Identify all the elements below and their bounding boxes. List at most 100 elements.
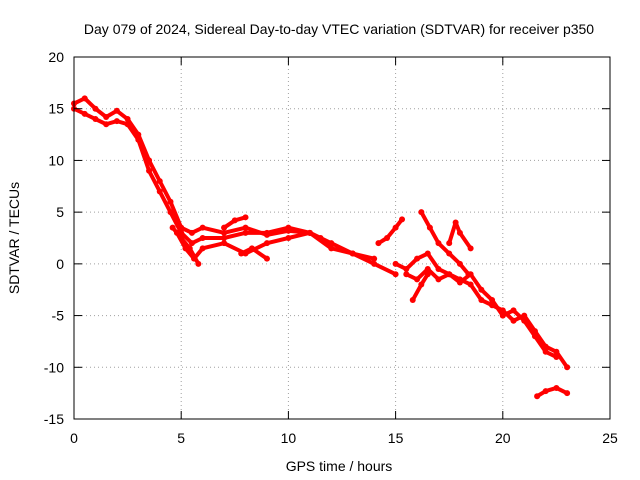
data-point (285, 224, 292, 231)
data-point (435, 240, 442, 247)
data-point (124, 121, 131, 128)
data-point (167, 198, 174, 205)
x-tick-label: 20 (495, 430, 511, 446)
y-tick-label: 10 (48, 152, 64, 168)
data-point (195, 260, 202, 267)
data-point (418, 209, 425, 216)
data-point (435, 266, 442, 273)
data-point (446, 250, 453, 257)
data-point (564, 390, 571, 397)
data-point (328, 240, 335, 247)
data-point (564, 364, 571, 371)
data-point (409, 297, 416, 304)
data-point (135, 136, 142, 143)
x-tick-labels: 0 5 10 15 20 25 (70, 430, 618, 446)
data-point (263, 240, 270, 247)
data-point (113, 107, 120, 114)
data-point (478, 286, 485, 293)
data-point (285, 235, 292, 241)
data-point (553, 353, 560, 360)
data-point (92, 116, 99, 123)
data-point (248, 245, 255, 252)
plot-frame (73, 56, 611, 420)
series-trace-j (447, 220, 473, 251)
data-point (199, 224, 206, 231)
data-point (456, 229, 463, 236)
data-point (188, 240, 195, 247)
data-point (414, 276, 421, 283)
x-tick-label: 10 (281, 430, 297, 446)
data-point (435, 276, 442, 283)
data-point (510, 307, 517, 314)
data-point (167, 209, 174, 216)
data-point (452, 219, 459, 226)
data-point (467, 281, 474, 288)
data-point (242, 224, 249, 231)
data-point (178, 235, 185, 241)
data-point (499, 312, 506, 319)
data-point (465, 271, 472, 278)
y-tick-label: 5 (56, 204, 64, 220)
data-point (328, 245, 335, 252)
data-point (221, 229, 228, 236)
data-point (467, 245, 474, 252)
data-point (542, 348, 549, 355)
data-point (531, 333, 538, 340)
data-point (371, 260, 378, 267)
data-point (81, 95, 88, 102)
data-point (456, 260, 463, 267)
data-point (424, 271, 431, 278)
data-point (418, 281, 425, 288)
data-point (424, 266, 431, 273)
data-point (221, 235, 228, 241)
data-point (263, 255, 270, 262)
data-point (521, 317, 528, 324)
data-point (349, 250, 356, 257)
data-point (371, 255, 378, 262)
x-tick-label: 5 (177, 430, 185, 446)
series-trace-g (393, 251, 570, 370)
data-point (221, 240, 228, 247)
data-point (146, 167, 153, 174)
y-axis-label: SDTVAR / TECUs (6, 182, 22, 294)
y-tick-label: -10 (44, 359, 64, 375)
y-tick-label: -15 (44, 411, 64, 427)
data-point (446, 271, 453, 278)
series-group (71, 95, 571, 400)
chart-title: Day 079 of 2024, Sidereal Day-to-day VTE… (84, 21, 594, 37)
data-point (414, 255, 421, 262)
data-point (199, 235, 206, 241)
data-point (103, 121, 110, 128)
data-point (113, 118, 120, 125)
x-axis-label: GPS time / hours (286, 458, 393, 474)
data-point (384, 235, 391, 241)
data-point (478, 297, 485, 304)
data-point (169, 224, 176, 231)
data-point (403, 266, 410, 273)
data-point (103, 113, 110, 120)
data-point (392, 271, 399, 278)
data-point (446, 240, 453, 247)
series-trace-b (72, 106, 323, 246)
series-trace-d (170, 225, 201, 266)
x-tick-label: 0 (70, 430, 78, 446)
data-point (81, 110, 88, 117)
data-point (156, 188, 163, 195)
data-point (553, 384, 560, 391)
data-point (221, 224, 228, 231)
series-trace-k (376, 217, 405, 246)
data-point (238, 250, 245, 257)
x-tick-label: 25 (602, 430, 618, 446)
data-point (242, 214, 249, 221)
y-tick-labels: -15 -10 -5 0 5 10 15 20 (44, 49, 64, 427)
data-point (306, 229, 313, 236)
data-point (375, 240, 382, 247)
y-tick-label: 15 (48, 101, 64, 117)
data-point (553, 348, 560, 355)
x-tick-label: 15 (388, 430, 404, 446)
data-point (392, 260, 399, 267)
grid (74, 57, 610, 419)
data-point (510, 317, 517, 324)
data-point (489, 297, 496, 304)
